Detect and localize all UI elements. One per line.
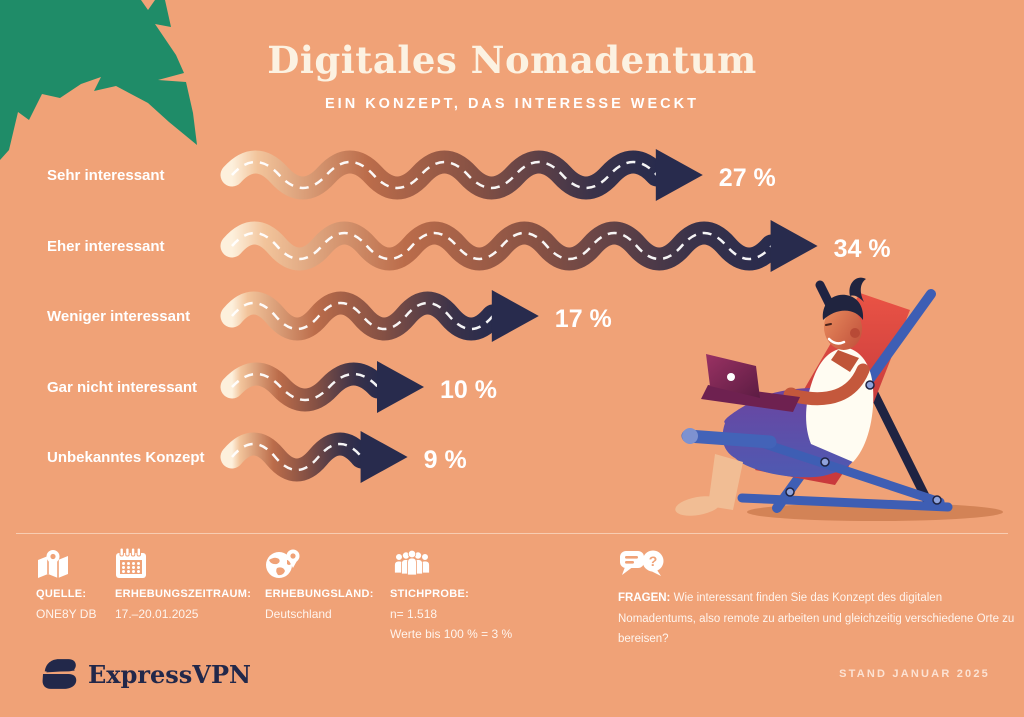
survey-country-value: Deutschland — [265, 607, 332, 621]
footer-divider — [16, 533, 1008, 534]
question-text: FRAGEN: Wie interessant finden Sie das K… — [618, 588, 1023, 650]
question-value: Wie interessant finden Sie das Konzept d… — [618, 592, 1015, 646]
question-label: FRAGEN: — [618, 592, 671, 604]
chair-seat-rail — [757, 438, 945, 507]
sample-value-1: n= 1.518 — [390, 607, 438, 621]
question-info: ? FRAGEN: Wie interessant finden Sie das… — [618, 548, 1023, 650]
arrow-road — [220, 149, 703, 201]
person-calf — [708, 454, 743, 510]
globe-pin-icon — [266, 549, 300, 578]
person-ear — [850, 328, 860, 338]
laptop-base — [701, 385, 800, 412]
sample-value-2: Werte bis 100 % = 3 % — [390, 626, 513, 641]
interest-chart: Sehr interessant 27 % Eher interessant 34 %… — [0, 140, 1024, 492]
category-label: Unbekanntes Konzept — [47, 449, 205, 466]
value-label: 34 % — [833, 235, 891, 263]
people-icon — [394, 549, 430, 576]
chart-row: Eher interessant 34 % — [0, 211, 1024, 281]
chair-armrest — [681, 429, 777, 449]
arrow-road — [220, 361, 424, 413]
expressvpn-logo-text: ExpressVPN — [88, 659, 251, 689]
page-subtitle: EIN KONZEPT, DAS INTERESSE WECKT — [325, 96, 699, 112]
category-label: Sehr interessant — [47, 167, 165, 184]
chart-row: Unbekanntes Konzept 9 % — [0, 422, 1024, 492]
category-label: Weniger interessant — [47, 308, 191, 325]
value-label: 9 % — [423, 446, 467, 474]
map-pin-icon — [38, 550, 68, 578]
svg-text:?: ? — [649, 553, 658, 569]
survey-country-label: ERHEBUNGSLAND: — [265, 588, 374, 600]
survey-country-info: ERHEBUNGSLAND: Deutschland — [265, 548, 374, 624]
calendar-icon — [116, 548, 146, 578]
category-label: Eher interessant — [47, 238, 165, 255]
survey-period-info: ERHEBUNGSZEITRAUM: 17.–20.01.2025 — [115, 548, 251, 624]
person-hair — [822, 294, 864, 320]
source-value: ONE8Y DB — [36, 607, 97, 621]
sample-info: STICHPROBE: n= 1.518 Werte bis 100 % = 3… — [390, 548, 512, 643]
category-label: Gar nicht interessant — [47, 379, 198, 396]
person-smile — [827, 337, 846, 345]
page-title: Digitales Nomadentum — [267, 38, 757, 82]
arrow-road — [220, 290, 539, 342]
arrow-road — [220, 220, 818, 272]
expressvpn-logo: ExpressVPN — [36, 654, 251, 694]
nomad-in-deckchair-illustration — [675, 277, 1003, 521]
speech-bubbles-icon: ? — [620, 550, 664, 576]
survey-period-value: 17.–20.01.2025 — [115, 607, 199, 621]
person-eye — [825, 323, 832, 326]
chair-crossbar — [737, 493, 953, 512]
survey-period-label: ERHEBUNGSZEITRAUM: — [115, 588, 252, 600]
value-label: 10 % — [440, 376, 497, 404]
person-head — [823, 306, 863, 350]
chart-row: Gar nicht interessant 10 % — [0, 352, 1024, 422]
person-hair-swoosh — [849, 277, 866, 302]
person-arm — [788, 363, 870, 406]
armrest-knob — [682, 428, 698, 444]
arrowhead — [655, 149, 703, 201]
value-label: 27 % — [718, 164, 776, 192]
arrow-road — [220, 431, 408, 483]
source-label: QUELLE: — [36, 588, 87, 600]
expressvpn-logo-icon — [42, 659, 77, 689]
person-chest — [831, 350, 859, 372]
header: Digitales Nomadentum EIN KONZEPT, DAS IN… — [0, 38, 1024, 112]
chart-row: Sehr interessant 27 % — [0, 140, 1024, 210]
value-label: 17 % — [554, 305, 612, 333]
chart-row: Weniger interessant 17 % — [0, 281, 1024, 351]
laptop-logo-dot — [727, 373, 735, 381]
sample-label: STICHPROBE: — [390, 588, 470, 600]
chair-bolts — [785, 380, 942, 505]
source-info: QUELLE: ONE8Y DB — [36, 548, 96, 624]
arrowhead — [491, 290, 539, 342]
date-stamp: STAND JANUAR 2025 — [839, 668, 990, 680]
arrowhead — [770, 220, 818, 272]
palm-leaf-decoration — [0, 0, 197, 160]
arrowhead — [377, 361, 424, 413]
arrowhead — [360, 431, 408, 483]
person-foot — [675, 496, 721, 516]
